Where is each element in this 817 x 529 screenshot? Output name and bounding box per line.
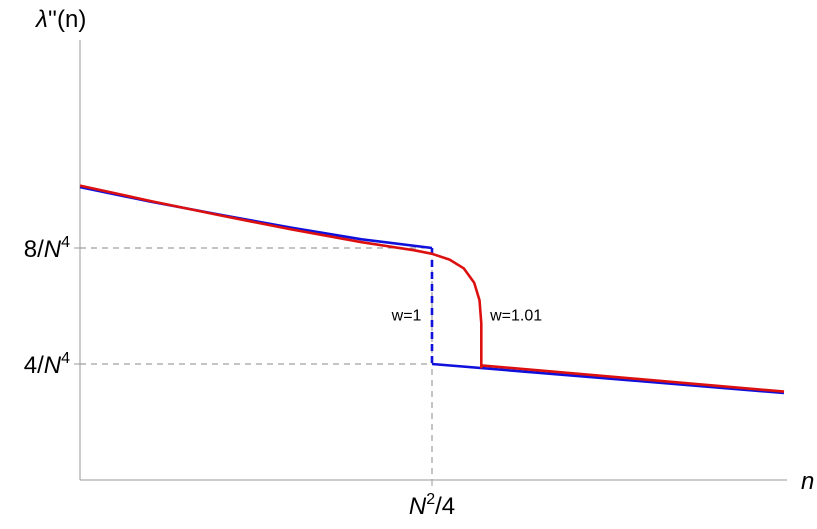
y-axis-label: λ''(n) (34, 6, 86, 33)
y-tick-label-sup: 4 (61, 234, 70, 251)
y-axis-label-symbol: λ (34, 6, 48, 33)
axes (74, 40, 787, 486)
series-line-1-segment-3 (431, 362, 785, 395)
x-tick-label-rest: /4 (435, 493, 455, 520)
y-tick-label-base: N (44, 236, 62, 263)
series-line-2-segment-1 (79, 184, 483, 369)
x-axis-label: n (801, 468, 814, 495)
guide-lines (80, 247, 433, 480)
series-line-2-segment-2 (481, 364, 785, 393)
y-tick-label-sup: 4 (61, 350, 70, 367)
y-tick-label-prefix: 8/ (24, 236, 44, 263)
series-layer (79, 184, 785, 395)
x-tick-label: N2/4 (409, 491, 455, 520)
annotation-1: w=1 (391, 308, 422, 325)
y-tick-label-prefix: 4/ (24, 352, 44, 379)
x-tick-label-base: N (409, 493, 427, 520)
y-tick-label-base: N (44, 352, 62, 379)
annotation-2: w=1.01 (489, 308, 542, 325)
y-tick-label-4: 4/N4 (24, 350, 70, 379)
x-tick-label-sup: 2 (426, 491, 435, 508)
y-tick-label-8: 8/N4 (24, 234, 70, 263)
y-axis-label-rest: ''(n) (48, 6, 87, 33)
